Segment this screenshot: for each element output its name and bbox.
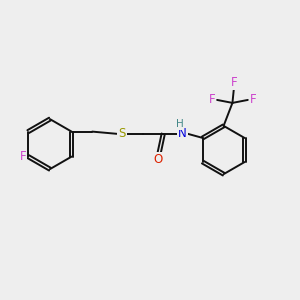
Text: H: H (176, 119, 183, 129)
Text: S: S (118, 127, 126, 140)
Text: F: F (20, 150, 26, 163)
Text: F: F (250, 93, 256, 106)
Text: N: N (178, 127, 187, 140)
Text: O: O (154, 153, 163, 166)
Text: F: F (208, 93, 215, 106)
Text: F: F (231, 76, 237, 89)
